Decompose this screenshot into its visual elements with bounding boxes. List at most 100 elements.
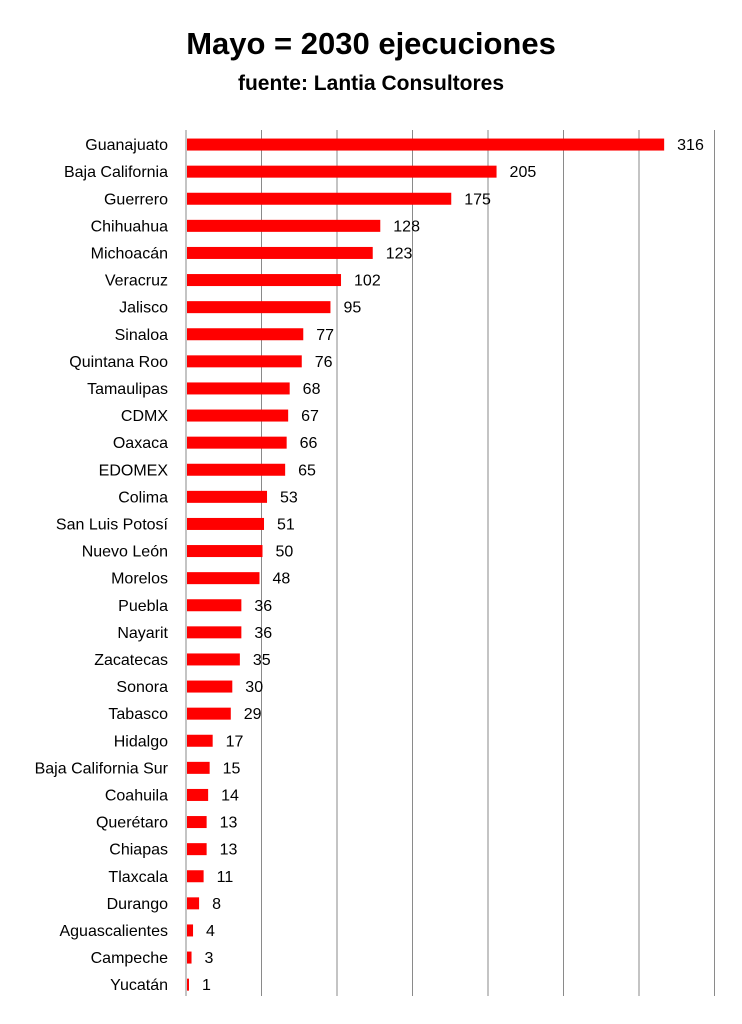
bar <box>187 951 192 964</box>
bar <box>187 843 207 856</box>
value-label: 205 <box>510 164 537 181</box>
category-label: Baja California Sur <box>35 760 169 777</box>
category-label: Nayarit <box>117 625 168 642</box>
bar <box>187 165 497 178</box>
bar <box>187 707 231 720</box>
bar-layer <box>187 138 665 991</box>
category-label: Jalisco <box>119 300 168 317</box>
bar <box>187 599 242 612</box>
bar <box>187 653 240 666</box>
value-label: 316 <box>677 137 704 154</box>
value-label: 13 <box>220 842 238 859</box>
value-label: 14 <box>221 787 239 804</box>
category-label: Sinaloa <box>115 327 168 344</box>
category-label: Veracruz <box>105 273 168 290</box>
category-label: Guerrero <box>104 191 168 208</box>
value-label: 4 <box>206 923 215 940</box>
bar <box>187 328 304 341</box>
bar <box>187 517 265 530</box>
bar <box>187 490 268 503</box>
value-label: 15 <box>223 760 241 777</box>
category-label: Tabasco <box>108 706 168 723</box>
category-label: Guanajuato <box>85 137 168 154</box>
bar <box>187 382 290 395</box>
category-label: Coahuila <box>105 787 168 804</box>
value-label: 76 <box>315 354 333 371</box>
bar <box>187 734 213 747</box>
category-label: Aguascalientes <box>59 923 168 940</box>
bar <box>187 897 200 910</box>
category-label: Querétaro <box>96 815 168 832</box>
chart-subtitle: fuente: Lantia Consultores <box>237 72 505 95</box>
bar <box>187 138 665 151</box>
value-label: 51 <box>277 516 295 533</box>
category-label: Hidalgo <box>114 733 168 750</box>
category-label: CDMX <box>121 408 168 425</box>
value-label: 102 <box>354 273 381 290</box>
bar <box>187 463 286 476</box>
bar <box>187 626 242 639</box>
bar <box>187 572 260 585</box>
bar <box>187 870 204 883</box>
value-label: 128 <box>393 218 420 235</box>
value-label: 3 <box>205 950 214 967</box>
category-label: Durango <box>107 896 168 913</box>
chart-title: Mayo = 2030 ejecuciones <box>186 26 556 61</box>
bar <box>187 761 210 774</box>
bar <box>187 219 381 232</box>
bar <box>187 924 194 937</box>
bar <box>187 788 209 801</box>
category-label: Tamaulipas <box>87 381 168 398</box>
category-label: Puebla <box>118 598 168 615</box>
bar <box>187 978 189 991</box>
value-label: 30 <box>245 679 263 696</box>
value-label: 1 <box>202 977 211 994</box>
category-label: Zacatecas <box>94 652 168 669</box>
value-label: 11 <box>217 869 234 886</box>
category-label: Chihuahua <box>91 218 169 235</box>
category-label: Baja California <box>64 164 168 181</box>
value-label: 123 <box>386 245 413 262</box>
value-label: 65 <box>298 462 316 479</box>
category-label: Yucatán <box>110 977 168 994</box>
bar <box>187 355 302 368</box>
category-label: Campeche <box>91 950 168 967</box>
bar <box>187 545 263 558</box>
category-label: Michoacán <box>91 245 168 262</box>
bar <box>187 436 287 449</box>
bar <box>187 192 452 205</box>
value-label: 36 <box>254 625 272 642</box>
value-label: 66 <box>300 435 318 452</box>
category-label: Nuevo León <box>82 544 168 561</box>
category-label: San Luis Potosí <box>56 516 169 533</box>
value-label: 29 <box>244 706 262 723</box>
value-label: 13 <box>220 815 238 832</box>
value-label: 95 <box>343 300 361 317</box>
bar <box>187 816 207 829</box>
bar <box>187 409 289 422</box>
value-label: 8 <box>212 896 221 913</box>
category-label: Chiapas <box>109 842 168 859</box>
category-label: Oaxaca <box>113 435 168 452</box>
bar <box>187 301 331 314</box>
bar <box>187 274 342 287</box>
category-label: Tlaxcala <box>108 869 168 886</box>
value-label: 36 <box>254 598 272 615</box>
value-label: 53 <box>280 489 298 506</box>
category-label: Sonora <box>116 679 168 696</box>
grid-layer <box>185 130 715 996</box>
category-label: EDOMEX <box>99 462 169 479</box>
bar <box>187 246 373 259</box>
value-label: 67 <box>301 408 319 425</box>
value-label: 48 <box>272 571 290 588</box>
value-label: 68 <box>303 381 321 398</box>
value-label: 17 <box>226 733 244 750</box>
value-label: 77 <box>316 327 334 344</box>
category-label: Quintana Roo <box>69 354 168 371</box>
bar <box>187 680 233 693</box>
value-label: 35 <box>253 652 271 669</box>
value-label: 175 <box>464 191 491 208</box>
label-layer: Guanajuato 316 Baja California 205 Guerrero 1… <box>35 137 704 994</box>
category-label: Colima <box>118 489 168 506</box>
